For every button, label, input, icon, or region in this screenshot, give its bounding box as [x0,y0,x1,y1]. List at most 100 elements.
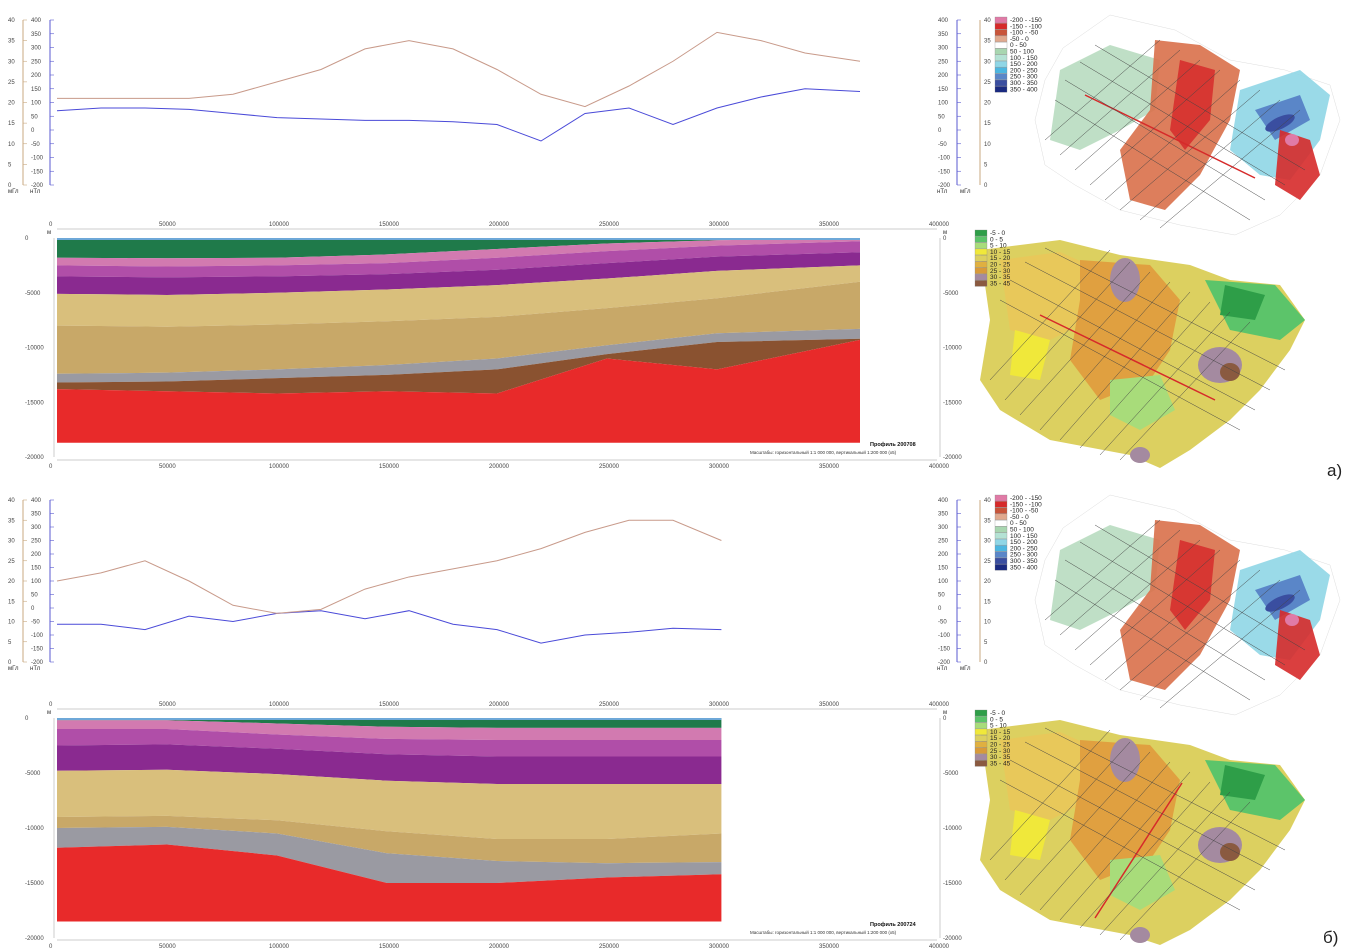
legend-label: 5 - 10 [990,723,1007,730]
legend-label: 10 - 15 [990,249,1011,256]
legend-label: -150 - -100 [1010,501,1042,508]
x-tick-label: 200000 [489,944,510,949]
x-tick-label: 400000 [929,944,950,949]
magnetic-legend-a: -200 - -150-150 - -100-100 - -50-50 - 00… [994,16,1042,93]
legend-label: 10 - 15 [990,729,1011,736]
nt-unit: нТл [30,666,41,672]
mgal-tick-label: 25 [984,80,991,86]
legend-label: 30 - 35 [990,274,1011,281]
geologic-layer [57,720,722,740]
legend-label: 100 - 150 [1010,55,1038,62]
geologic-layer [57,281,860,374]
legend-swatch [994,520,1008,527]
legend-label: 0 - 50 [1010,42,1027,49]
legend-label: 5 - 10 [990,243,1007,250]
depth-unit: м [47,710,51,716]
mgal-tick-label: 5 [984,162,988,168]
nt-tick-label: 350 [31,32,42,38]
geologic-layer [57,241,860,278]
geologic-layer [57,718,722,728]
depth-tick-label: -20000 [943,936,962,942]
legend-swatch [974,229,988,237]
geologic-layer [57,238,860,267]
nt-tick-label: 0 [31,128,35,134]
mgal-tick-label: 35 [8,518,15,524]
nt-tick-label: 100 [31,579,42,585]
magnetic-legend-b: -200 - -150-150 - -100-100 - -50-50 - 00… [994,494,1042,571]
x-tick-label: 100000 [269,702,290,708]
mgal-tick-label: 25 [984,559,991,565]
legend-swatch [994,86,1008,93]
legend-swatch [974,709,988,717]
nt-tick-label: 100 [31,101,42,107]
legend-swatch [994,16,1008,24]
depth-tick-label: -20000 [25,936,44,942]
x-tick-label: 250000 [599,464,620,470]
nt-tick-label: 250 [938,59,949,65]
legend-label: 350 - 400 [1010,564,1038,571]
nt-tick-label: 0 [938,128,942,134]
nt-tick-label: 300 [31,46,42,52]
nt-tick-label: 50 [938,593,945,599]
depth-tick-label: 0 [943,236,947,242]
nt-tick-label: 200 [938,73,949,79]
legend-label: 100 - 150 [1010,533,1038,540]
legend-swatch [994,73,1008,80]
x-tick-label: 400000 [929,464,950,470]
legend-swatch [974,747,988,754]
legend-swatch [994,494,1008,502]
geologic-layer [57,844,722,922]
nt-tick-label: 50 [31,114,38,120]
mgal-tick-label: 25 [8,80,15,86]
gravity-field-line [56,519,722,614]
x-tick-label: 300000 [709,944,730,949]
legend-label: -200 - -150 [1010,495,1042,502]
legend-label: 50 - 100 [1010,527,1034,534]
legend-swatch [994,545,1008,552]
x-tick-label: 0 [49,702,53,708]
x-tick-label: 350000 [819,702,840,708]
depth-map-b [980,720,1305,945]
legend-label: -100 - -50 [1010,30,1039,37]
x-tick-label: 350000 [819,464,840,470]
legend-swatch [974,273,988,281]
nt-tick-label: 150 [938,87,949,93]
legend-swatch [974,248,988,256]
x-tick-label: 150000 [379,222,400,228]
mgal-tick-label: 15 [984,121,991,127]
nt-tick-label: 250 [31,59,42,65]
magnetic-anomaly-map-a [1034,14,1341,236]
depth-tick-label: 0 [25,236,29,242]
mgal-tick-label: 35 [984,518,991,524]
legend-swatch [994,35,1008,43]
legend-swatch [994,48,1008,55]
nt-tick-label: 200 [31,552,42,558]
legend-swatch [994,60,1008,68]
depth-tick-label: -15000 [25,400,44,406]
nt-tick-label: 400 [31,498,42,504]
nt-tick-label: -50 [938,142,947,148]
nt-tick-label: 100 [938,579,949,585]
nt-tick-label: -50 [31,620,40,626]
mgal-tick-label: 20 [984,101,991,107]
mgal-tick-label: 15 [8,121,15,127]
x-tick-label: 150000 [379,944,400,949]
legend-swatch [974,255,988,262]
x-tick-label: 50000 [159,944,176,949]
magnetic-field-line [56,88,861,142]
legend-swatch [974,242,988,249]
geologic-layer [57,339,860,443]
legend-swatch [994,513,1008,521]
mgal-tick-label: 10 [8,142,15,148]
legend-swatch [994,67,1008,74]
x-tick-label: 400000 [929,702,950,708]
panel-label-a: а) [1327,461,1343,480]
mgal-tick-label: 30 [984,539,991,545]
legend-swatch [974,261,988,268]
mgal-tick-label: 20 [984,579,991,585]
legend-swatch [994,526,1008,533]
mgal-unit: мГл [8,189,19,195]
legend-label: 350 - 400 [1010,86,1038,93]
mgal-tick-label: 0 [8,183,12,189]
